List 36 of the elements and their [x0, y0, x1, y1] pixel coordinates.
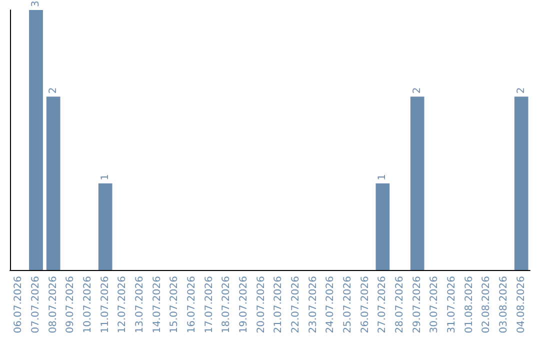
x-tick-label: 10.07.2026 — [82, 276, 94, 334]
data-label: 1 — [100, 174, 111, 180]
x-tick-label: 21.07.2026 — [273, 276, 284, 334]
data-label: 3 — [30, 0, 42, 7]
x-tick-label: 12.07.2026 — [117, 276, 128, 334]
x-tick-label: 07.07.2026 — [30, 276, 42, 334]
x-tick-label: 31.07.2026 — [446, 276, 458, 334]
data-label: 2 — [48, 87, 59, 94]
x-tick-label: 22.07.2026 — [290, 276, 302, 334]
data-label: 2 — [516, 87, 527, 94]
x-tick-label: 24.07.2026 — [325, 276, 336, 334]
x-tick-label: 15.07.2026 — [169, 276, 180, 334]
data-label: 1 — [377, 174, 388, 180]
x-tick-label: 03.08.2026 — [498, 276, 510, 334]
x-tick-label: 14.07.2026 — [152, 276, 163, 334]
x-tick-label: 02.08.2026 — [481, 276, 492, 334]
x-tick-label: 26.07.2026 — [360, 276, 371, 334]
x-tick-label: 19.07.2026 — [238, 276, 250, 334]
x-tick-label: 13.07.2026 — [134, 276, 146, 334]
x-tick-label: 09.07.2026 — [65, 276, 76, 334]
x-tick-label: 27.07.2026 — [377, 276, 388, 334]
x-tick-label: 04.08.2026 — [516, 276, 527, 334]
x-tick-label: 29.07.2026 — [412, 276, 423, 334]
x-tick-label: 25.07.2026 — [342, 276, 354, 334]
x-tick-label: 01.08.2026 — [464, 276, 475, 334]
x-tick-label: 18.07.2026 — [221, 276, 232, 334]
x-tick-label: 17.07.2026 — [204, 276, 215, 334]
x-tick-label: 20.07.2026 — [256, 276, 267, 334]
x-tick-label: 28.07.2026 — [394, 276, 406, 334]
x-tick-label: 30.07.2026 — [429, 276, 440, 334]
x-tick-label: 08.07.2026 — [48, 276, 59, 334]
x-tick-label: 23.07.2026 — [308, 276, 319, 334]
x-tick-label: 11.07.2026 — [100, 276, 111, 334]
x-tick-label: 06.07.2026 — [13, 276, 24, 334]
x-tick-label: 16.07.2026 — [186, 276, 198, 334]
data-label: 2 — [412, 87, 423, 94]
